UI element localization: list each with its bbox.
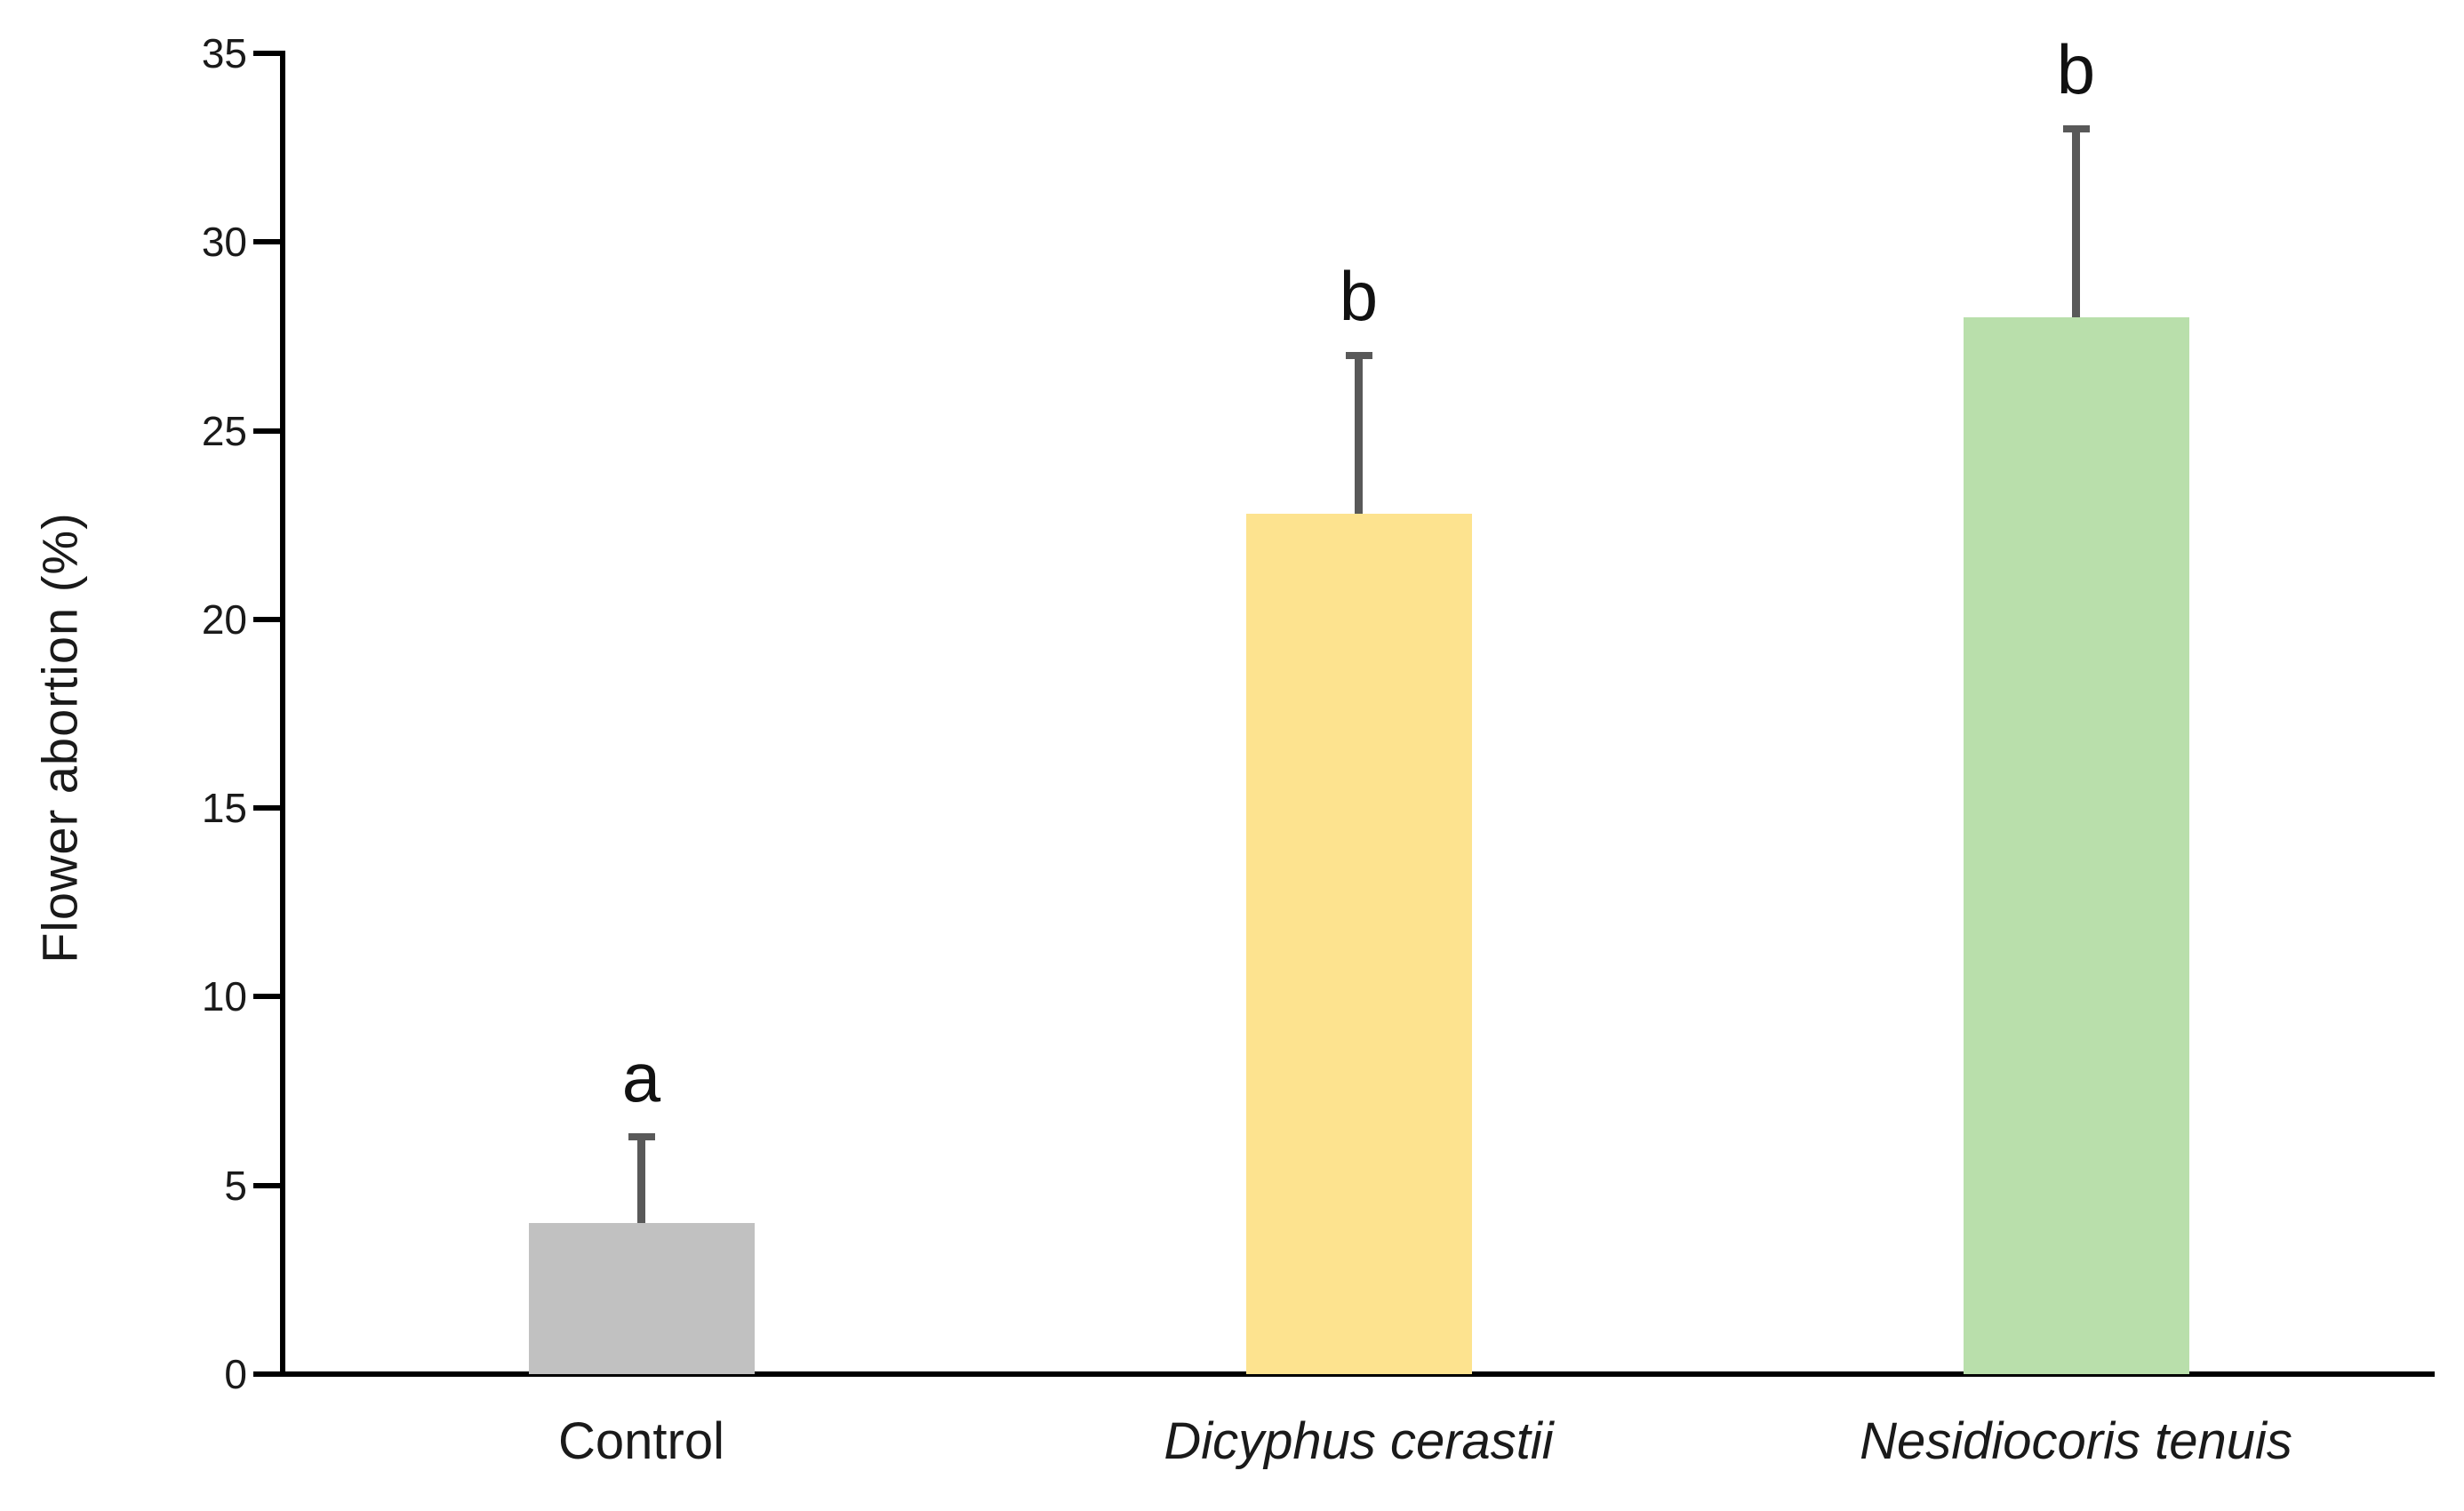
- y-axis-line: [280, 51, 285, 1377]
- y-tick-label: 5: [224, 1162, 247, 1209]
- significance-letter: a: [621, 1037, 661, 1116]
- x-category-label: Nesidiocoris tenuis: [1860, 1412, 2292, 1470]
- error-bar-line: [1355, 355, 1363, 514]
- y-tick-mark: [253, 616, 280, 622]
- x-category-label: Control: [558, 1412, 724, 1470]
- y-axis-title: Flower abortion (%): [31, 512, 88, 963]
- error-bar-cap: [1345, 351, 1372, 359]
- y-tick-label: 0: [224, 1351, 247, 1397]
- x-axis-line: [280, 1371, 2435, 1377]
- bar-control: [528, 1223, 755, 1374]
- bar-nesidiocoris-tenuis: [1963, 317, 2189, 1374]
- error-bar-cap: [628, 1132, 655, 1140]
- y-tick-mark: [253, 239, 280, 245]
- y-tick-label: 35: [201, 30, 247, 76]
- bar-dicyphus-cerastii: [1245, 513, 1472, 1374]
- error-bar-line: [2072, 128, 2080, 318]
- significance-letter: b: [1339, 256, 1379, 335]
- y-tick-mark: [253, 805, 280, 811]
- y-tick-mark: [253, 1182, 280, 1188]
- y-tick-label: 20: [201, 596, 247, 643]
- y-tick-mark: [253, 51, 280, 56]
- y-tick-label: 25: [201, 407, 247, 454]
- x-category-label: Dicyphus cerastii: [1164, 1412, 1554, 1470]
- error-bar-cap: [2062, 124, 2090, 132]
- y-tick-mark: [253, 428, 280, 434]
- y-tick-label: 30: [201, 219, 247, 266]
- significance-letter: b: [2056, 29, 2096, 108]
- y-tick-label: 15: [201, 785, 247, 832]
- y-tick-mark: [253, 1371, 280, 1377]
- y-tick-label: 10: [201, 973, 247, 1020]
- error-bar-line: [637, 1136, 645, 1224]
- y-tick-mark: [253, 994, 280, 1000]
